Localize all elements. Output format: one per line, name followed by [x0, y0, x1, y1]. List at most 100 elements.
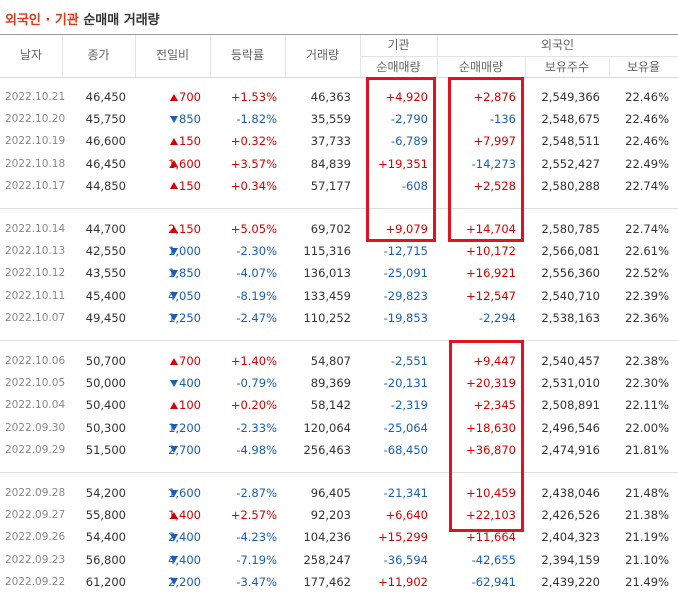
header-divider [525, 57, 526, 77]
inst-net-cell: -21,341 [383, 486, 428, 500]
foreign-net-cell: -136 [489, 112, 516, 127]
date-cell: 2022.09.23 [5, 553, 66, 566]
holdings-cell: 2,394,159 [541, 552, 600, 567]
date-cell: 2022.10.05 [5, 377, 66, 390]
rate-cell: +3.57% [230, 156, 277, 171]
date-cell: 2022.10.04 [5, 399, 66, 412]
title-text: 순매매 거래량 [83, 13, 160, 28]
volume-cell: 35,559 [310, 112, 351, 127]
group-separator [0, 471, 678, 473]
rate-cell: -7.19% [236, 552, 277, 567]
inst-net-cell: +15,299 [378, 530, 428, 545]
change-cell: 150 [179, 134, 201, 149]
rate-cell: -2.87% [236, 486, 277, 500]
rate-cell: +1.53% [230, 90, 277, 104]
holdings-cell: 2,439,220 [541, 574, 600, 589]
inst-net-cell: -12,715 [383, 244, 428, 259]
change-cell: 100 [179, 398, 201, 413]
header-inst: 기관 [387, 38, 410, 52]
ratio-cell: 21.81% [625, 442, 669, 457]
ratio-cell: 22.00% [625, 420, 669, 435]
down-arrow [170, 533, 178, 541]
header-holdings: 보유주수 [544, 60, 590, 74]
date-cell: 2022.09.28 [5, 487, 66, 499]
close-cell: 50,700 [85, 354, 126, 368]
holdings-cell: 2,540,710 [541, 288, 600, 303]
close-cell: 45,750 [85, 112, 126, 127]
up-arrow [170, 357, 178, 365]
rate-cell: -2.33% [236, 420, 277, 435]
change-cell: 700 [179, 90, 201, 104]
header-date: 날자 [19, 48, 43, 62]
holdings-cell: 2,552,427 [541, 156, 600, 171]
rate-cell: -4.07% [236, 266, 277, 281]
close-cell: 42,550 [85, 244, 126, 259]
close-cell: 49,450 [85, 310, 126, 325]
foreign-net-cell: +20,319 [466, 376, 516, 391]
header-divider [210, 35, 211, 77]
ratio-cell: 21.38% [625, 508, 669, 523]
foreign-net-cell: +11,664 [466, 530, 516, 545]
title: 외국인 · 기관 순매매 거래량 [5, 9, 160, 28]
highlight-box [449, 340, 524, 532]
holdings-cell: 2,531,010 [541, 376, 600, 391]
inst-net-cell: -68,450 [383, 442, 428, 457]
date-cell: 2022.10.06 [5, 355, 66, 367]
holdings-cell: 2,548,511 [541, 134, 600, 149]
ratio-cell: 22.46% [625, 134, 669, 149]
foreign-net-cell: -14,273 [471, 156, 516, 171]
date-cell: 2022.10.19 [5, 135, 66, 148]
holdings-cell: 2,540,457 [541, 354, 600, 368]
group-separator [0, 207, 678, 209]
holdings-cell: 2,538,163 [541, 310, 600, 325]
header-divider [360, 35, 361, 77]
foreign-net-cell: +22,103 [466, 508, 516, 523]
close-cell: 44,700 [85, 222, 126, 236]
volume-cell: 104,236 [303, 530, 351, 545]
foreign-net-cell: +16,921 [466, 266, 516, 281]
date-cell: 2022.10.18 [5, 157, 66, 170]
header-mid-border [360, 56, 678, 57]
down-arrow [170, 292, 178, 300]
header-top-border [0, 34, 678, 35]
volume-cell: 136,013 [303, 266, 351, 281]
inst-net-cell: -25,064 [383, 420, 428, 435]
down-arrow [170, 424, 178, 432]
inst-net-cell: -20,131 [383, 376, 428, 391]
volume-cell: 110,252 [303, 310, 351, 325]
close-cell: 61,200 [85, 574, 126, 589]
close-cell: 56,800 [85, 552, 126, 567]
date-cell: 2022.10.14 [5, 223, 66, 235]
inst-net-cell: +19,351 [378, 156, 428, 171]
ratio-cell: 22.11% [625, 398, 669, 413]
header-foreign-net: 순매매량 [458, 60, 504, 74]
volume-cell: 120,064 [303, 420, 351, 435]
foreign-net-cell: -2,294 [478, 310, 516, 325]
close-cell: 51,500 [85, 442, 126, 457]
rate-cell: +0.32% [230, 134, 277, 149]
up-arrow [170, 137, 178, 145]
header-volume: 거래량 [305, 48, 340, 62]
inst-net-cell: -608 [401, 178, 428, 193]
close-cell: 45,400 [85, 288, 126, 303]
close-cell: 46,600 [85, 134, 126, 149]
volume-cell: 69,702 [310, 222, 351, 236]
ratio-cell: 22.74% [625, 222, 669, 236]
header-inst-net: 순매매량 [376, 60, 421, 74]
title-highlight: 외국인 · 기관 [5, 13, 79, 28]
down-arrow [170, 314, 178, 322]
foreign-net-cell: +12,547 [466, 288, 516, 303]
close-cell: 46,450 [85, 156, 126, 171]
volume-cell: 89,369 [310, 376, 351, 391]
down-arrow [170, 489, 178, 497]
down-arrow [170, 446, 178, 454]
volume-cell: 258,247 [303, 552, 351, 567]
inst-net-cell: +11,902 [378, 574, 428, 589]
date-cell: 2022.10.17 [5, 179, 66, 192]
foreign-net-cell: +9,447 [473, 354, 516, 368]
holdings-cell: 2,508,891 [541, 398, 600, 413]
ratio-cell: 22.30% [625, 376, 669, 391]
header-close: 종가 [87, 48, 110, 62]
header-divider [135, 35, 136, 77]
foreign-net-cell: +36,870 [466, 442, 516, 457]
